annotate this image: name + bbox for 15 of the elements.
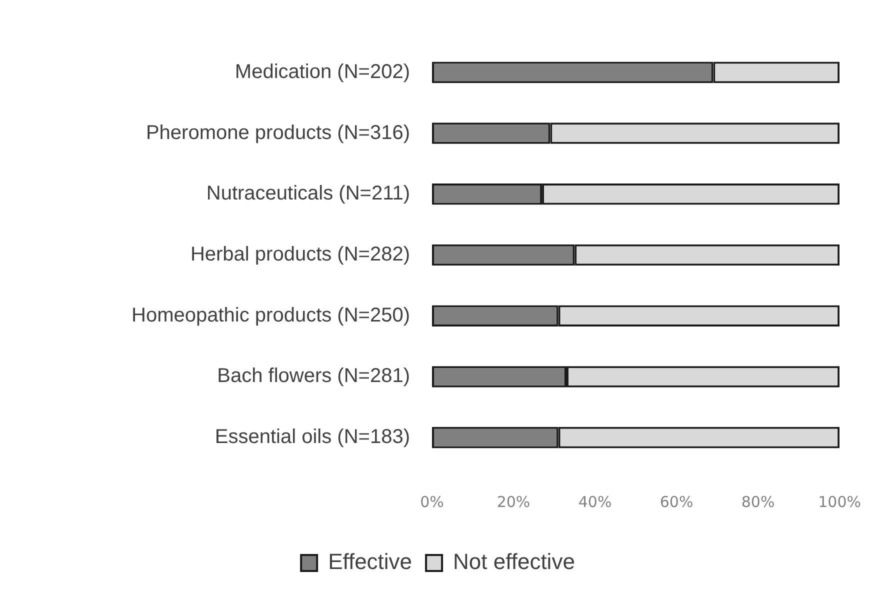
x-tick-label: 100% — [818, 492, 862, 511]
y-tick-label: Homeopathic products (N=250) — [132, 304, 410, 326]
y-tick-label: Bach flowers (N=281) — [217, 365, 410, 388]
y-tick-label: Nutraceuticals (N=211) — [206, 182, 410, 205]
y-tick-label: Pheromone products (N=316) — [146, 122, 410, 144]
x-tick-label: 80% — [741, 492, 775, 511]
legend-label: Not effective — [453, 549, 575, 574]
x-tick-label: 40% — [578, 492, 612, 511]
x-tick-label: 0% — [420, 492, 444, 511]
y-tick-label: Essential oils (N=183) — [214, 426, 410, 448]
y-tick-label: Herbal products (N=282) — [190, 244, 410, 266]
x-tick-label: 60% — [660, 492, 694, 511]
y-tick-label: Medication (N=202) — [234, 60, 410, 83]
legend-label: Effective — [328, 549, 412, 574]
x-tick-label: 20% — [496, 492, 530, 511]
